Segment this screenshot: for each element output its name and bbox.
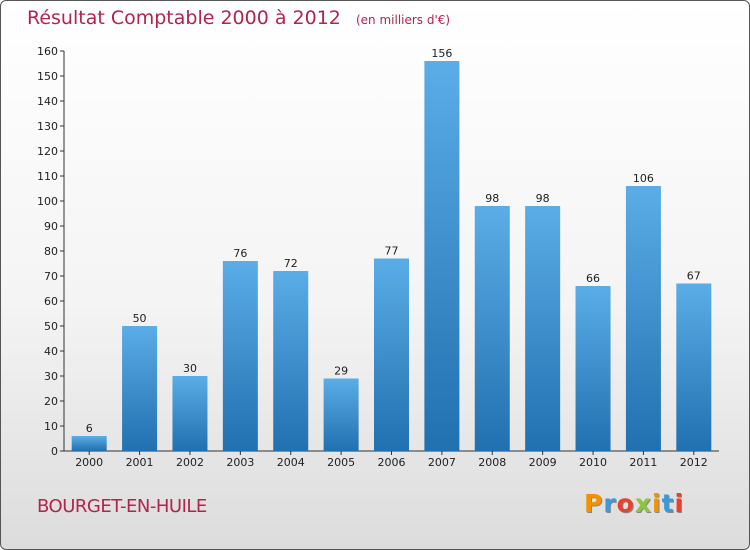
bar-2002 [172, 376, 208, 451]
y-tick-label: 10 [44, 420, 58, 433]
data-label-2007: 156 [431, 47, 452, 60]
bar-2011 [625, 186, 661, 451]
y-tick-label: 100 [37, 195, 58, 208]
logo-letter: i [652, 489, 662, 518]
bar-2010 [575, 286, 611, 451]
data-label-2011: 106 [633, 172, 654, 185]
x-tick-label: 2001 [126, 456, 154, 469]
x-tick-label: 2003 [226, 456, 254, 469]
y-tick-label: 40 [44, 345, 58, 358]
data-label-2001: 50 [133, 312, 147, 325]
y-tick-label: 130 [37, 120, 58, 133]
x-tick-label: 2010 [579, 456, 607, 469]
bar-2005 [323, 378, 359, 451]
logo-letter: P [584, 489, 604, 518]
data-label-2012: 67 [687, 270, 701, 283]
y-tick-label: 160 [37, 45, 58, 58]
chart-header: Résultat Comptable 2000 à 2012 (en milli… [27, 7, 450, 29]
x-axis: 2000 2001 2002 2003 2004 2005 2006 2007 2008 2009… [64, 450, 719, 469]
y-tick-label: 140 [37, 95, 58, 108]
y-tick-label: 80 [44, 245, 58, 258]
bar-2006 [374, 258, 409, 451]
x-tick-label: 2009 [529, 456, 557, 469]
y-tick-label: 30 [44, 370, 58, 383]
proxiti-logo: Proxiti [584, 489, 684, 518]
data-label-2004: 72 [284, 257, 298, 270]
y-tick-label: 110 [37, 170, 58, 183]
x-tick-label: 2012 [680, 456, 708, 469]
commune-name: BOURGET-EN-HUILE [37, 496, 207, 517]
bars: 6 50 30 76 72 29 77 156 98 98 66 106 67 [71, 47, 712, 451]
y-tick-label: 50 [44, 320, 58, 333]
data-label-2003: 76 [233, 247, 247, 260]
chart-title: Résultat Comptable 2000 à 2012 [27, 7, 341, 29]
y-tick-label: 0 [51, 445, 58, 458]
data-label-2000: 6 [86, 422, 93, 435]
data-label-2006: 77 [385, 245, 399, 258]
logo-letter: r [603, 489, 617, 518]
x-tick-label: 2006 [378, 456, 406, 469]
y-tick-label: 120 [37, 145, 58, 158]
y-tick-label: 20 [44, 395, 58, 408]
x-tick-label: 2008 [478, 456, 506, 469]
bar-2007 [424, 61, 460, 451]
data-label-2009: 98 [536, 192, 550, 205]
x-tick-label: 2007 [428, 456, 456, 469]
chart-subtitle: (en milliers d'€) [355, 13, 451, 27]
data-label-2010: 66 [586, 272, 600, 285]
y-tick-label: 150 [37, 70, 58, 83]
data-label-2008: 98 [485, 192, 499, 205]
logo-letter: t [661, 489, 675, 518]
bar-2000 [71, 436, 107, 451]
bar-2009 [525, 206, 561, 451]
y-tick-label: 90 [44, 220, 58, 233]
y-axis: 0 10 20 30 40 50 60 70 80 90 100 110 120 130 140 150 160 [37, 45, 65, 458]
y-tick-label: 60 [44, 295, 58, 308]
x-tick-label: 2005 [327, 456, 355, 469]
logo-letter: o [616, 489, 635, 518]
bar-2003 [222, 261, 258, 451]
x-tick-label: 2004 [277, 456, 305, 469]
x-tick-label: 2002 [176, 456, 204, 469]
data-label-2005: 29 [334, 365, 348, 378]
x-tick-label: 2000 [75, 456, 103, 469]
data-label-2002: 30 [183, 362, 197, 375]
bar-2001 [122, 326, 158, 451]
y-tick-label: 70 [44, 270, 58, 283]
bar-2004 [273, 271, 309, 451]
logo-letter: x [634, 489, 652, 518]
bar-2012 [676, 283, 712, 451]
bar-2008 [474, 206, 510, 451]
logo-letter: i [674, 489, 685, 518]
x-tick-label: 2011 [629, 456, 657, 469]
